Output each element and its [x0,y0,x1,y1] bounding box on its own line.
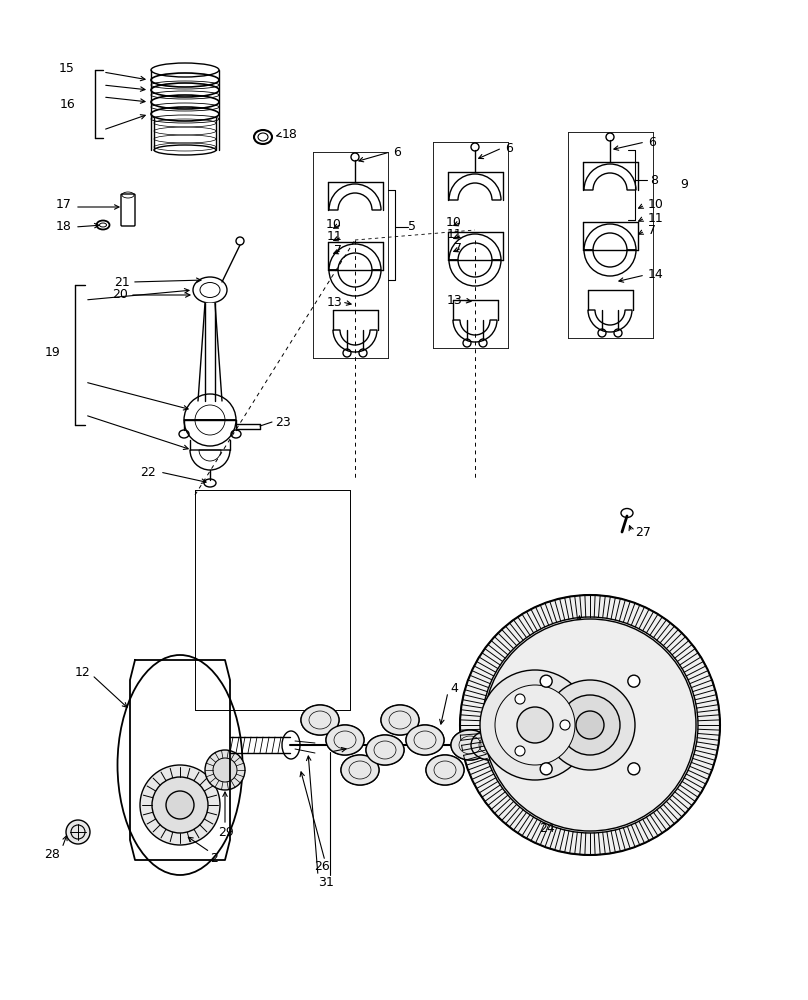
Text: 11: 11 [326,231,342,243]
Text: 10: 10 [446,216,462,229]
Circle shape [213,758,237,782]
Text: 10: 10 [648,198,664,212]
Circle shape [166,791,194,819]
Ellipse shape [426,755,464,785]
Ellipse shape [366,735,404,765]
Text: 6: 6 [648,135,656,148]
Text: 18: 18 [282,128,298,141]
Circle shape [152,777,208,833]
Text: 21: 21 [114,275,130,288]
Circle shape [205,750,245,790]
Text: 7: 7 [334,243,342,256]
Text: 7: 7 [454,241,462,254]
Ellipse shape [406,725,444,755]
Ellipse shape [494,725,522,765]
Ellipse shape [366,735,404,765]
Text: 24: 24 [539,822,555,834]
Text: 28: 28 [44,848,60,861]
Ellipse shape [471,730,509,760]
Ellipse shape [301,705,339,735]
Circle shape [576,711,604,739]
Text: 20: 20 [112,288,128,302]
Circle shape [560,720,570,730]
Text: 16: 16 [59,99,75,111]
Text: 8: 8 [650,174,658,186]
Ellipse shape [301,705,339,735]
Text: 23: 23 [275,416,291,428]
Text: 9: 9 [680,178,688,192]
Text: 17: 17 [56,198,72,212]
Text: 26: 26 [314,860,330,874]
Text: 4: 4 [450,682,458,694]
Circle shape [628,763,640,775]
Ellipse shape [341,755,379,785]
Text: 29: 29 [218,826,234,838]
Circle shape [460,595,720,855]
Circle shape [560,695,620,755]
Circle shape [515,694,525,704]
Text: 2: 2 [210,852,218,864]
Text: 1: 1 [326,876,334,888]
Circle shape [517,707,553,743]
Circle shape [482,617,698,833]
Circle shape [628,675,640,687]
Ellipse shape [471,730,509,760]
Text: 6: 6 [505,141,513,154]
Circle shape [515,746,525,756]
Text: 12: 12 [74,666,90,678]
Text: 6: 6 [393,145,401,158]
Text: 13: 13 [446,294,462,306]
Circle shape [484,619,696,831]
Ellipse shape [326,725,364,755]
Circle shape [480,670,590,780]
Ellipse shape [341,755,379,785]
Text: 13: 13 [326,296,342,308]
Circle shape [541,763,552,775]
Circle shape [66,820,90,844]
Text: 11: 11 [648,212,663,225]
Text: 15: 15 [59,62,75,75]
Text: 18: 18 [56,221,72,233]
Text: 27: 27 [635,526,651,538]
Text: 7: 7 [648,225,656,237]
Text: 25: 25 [539,798,555,812]
Text: 5: 5 [408,221,416,233]
Text: 10: 10 [326,218,342,231]
Ellipse shape [326,725,364,755]
FancyBboxPatch shape [121,194,135,226]
Text: 22: 22 [140,466,156,479]
Circle shape [140,765,220,845]
Ellipse shape [406,725,444,755]
Circle shape [545,680,635,770]
Ellipse shape [381,705,419,735]
Circle shape [495,685,575,765]
Text: 14: 14 [648,268,663,282]
Ellipse shape [426,755,464,785]
Text: 11: 11 [446,229,462,241]
Ellipse shape [451,730,489,760]
Ellipse shape [381,705,419,735]
Text: 19: 19 [44,346,60,359]
Ellipse shape [451,730,489,760]
Text: 3: 3 [318,876,326,888]
Circle shape [541,675,552,687]
